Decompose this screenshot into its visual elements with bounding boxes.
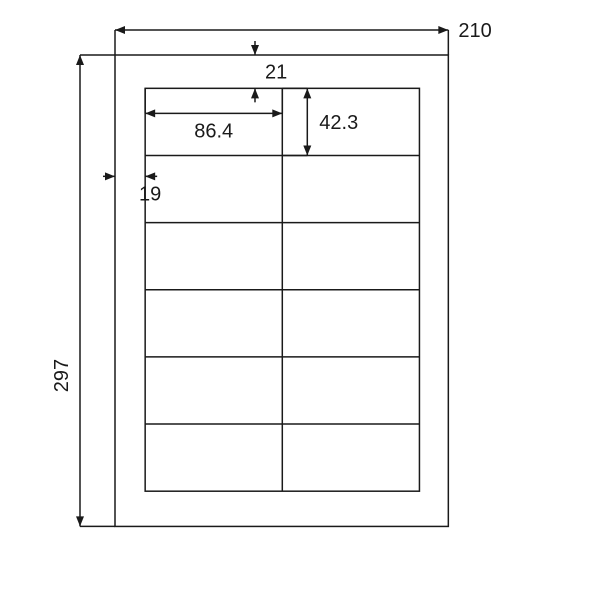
arrowhead: [251, 45, 259, 55]
dim-width-label: 210: [458, 20, 491, 42]
dim-top-margin-label: 21: [265, 62, 287, 84]
arrowhead: [145, 172, 155, 180]
arrowhead: [105, 172, 115, 180]
arrowhead: [76, 55, 84, 65]
dim-cell-height-label: 42.3: [319, 112, 358, 134]
arrowhead: [115, 26, 125, 34]
arrowhead: [438, 26, 448, 34]
arrowhead: [272, 109, 282, 117]
arrowhead: [145, 109, 155, 117]
dim-cell-width-label: 86.4: [194, 120, 233, 142]
dim-height-label: 297: [51, 359, 73, 392]
arrowhead: [303, 88, 311, 98]
dim-left-margin-label: 19: [139, 183, 161, 205]
arrowhead: [251, 88, 259, 98]
label-sheet-diagram: 210 297 21 86.4 42.3 19: [0, 0, 600, 600]
arrowhead: [303, 145, 311, 155]
arrowhead: [76, 516, 84, 526]
